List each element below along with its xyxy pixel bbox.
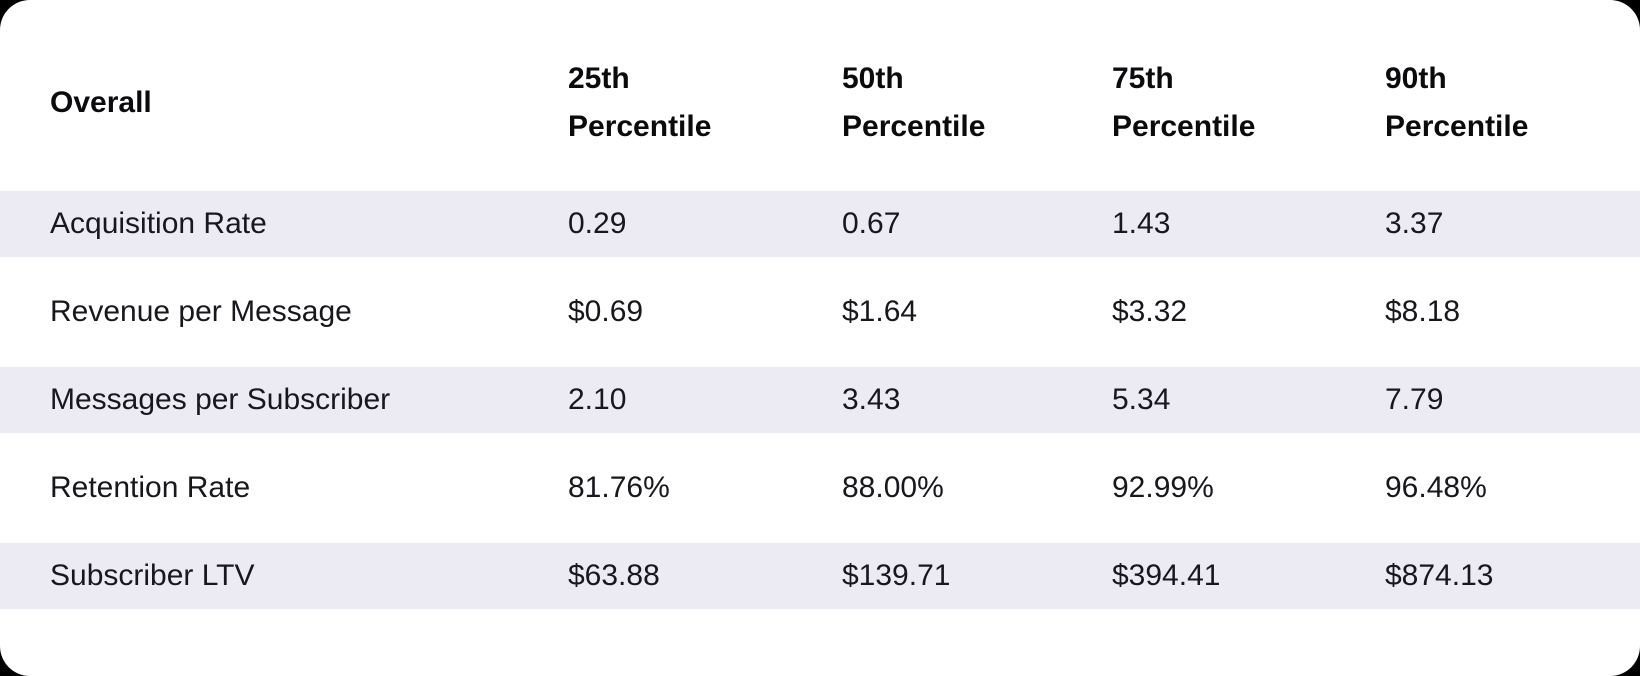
- column-header-1: 25th Percentile: [518, 36, 792, 169]
- metric-name-cell: Revenue per Message: [50, 295, 352, 328]
- table-row: Retention Rate 81.76% 88.00% 92.99% 96.48%: [0, 455, 1640, 521]
- metric-value-cell: 92.99%: [1112, 471, 1214, 504]
- table-row: Acquisition Rate 0.29 0.67 1.43 3.37: [0, 191, 1640, 257]
- column-header-label: 90th Percentile: [1385, 61, 1529, 143]
- metric-value-cell: $394.41: [1062, 543, 1335, 609]
- metric-name-cell: Subscriber LTV: [0, 543, 518, 609]
- metric-value-cell: 3.43: [792, 367, 1062, 433]
- table-corner-header: Overall: [0, 36, 518, 169]
- metric-value-cell: 0.29: [518, 191, 792, 257]
- metric-value-cell: $3.32: [1112, 295, 1188, 328]
- metric-value-cell: $1.64: [842, 295, 918, 328]
- table-corner-header-label: Overall: [50, 85, 152, 119]
- metric-value-cell: $63.88: [518, 543, 792, 609]
- metric-value-cell: $0.69: [568, 295, 644, 328]
- metric-value-cell: $8.18: [1385, 295, 1461, 328]
- table-row: Subscriber LTV $63.88 $139.71 $394.41 $874.1…: [0, 543, 1640, 609]
- percentile-metrics-table: Overall 25th Percentile 50th Percentile 75…: [0, 14, 1640, 631]
- metric-value-cell: 2.10: [518, 367, 792, 433]
- header-row: Overall 25th Percentile 50th Percentile 75…: [0, 36, 1640, 169]
- metric-value-cell: 3.37: [1335, 191, 1640, 257]
- metric-value-cell: 0.67: [792, 191, 1062, 257]
- metric-name-cell: Messages per Subscriber: [0, 367, 518, 433]
- metric-name-cell: Retention Rate: [50, 471, 251, 504]
- column-header-2: 50th Percentile: [792, 36, 1062, 169]
- metric-value-cell: 5.34: [1062, 367, 1335, 433]
- table-row: Messages per Subscriber 2.10 3.43 5.34 7.79: [0, 367, 1640, 433]
- column-header-4: 90th Percentile: [1335, 36, 1640, 169]
- table-body: Acquisition Rate 0.29 0.67 1.43 3.37 Revenue …: [0, 191, 1640, 609]
- metric-value-cell: 81.76%: [568, 471, 670, 504]
- metric-name-cell: Acquisition Rate: [0, 191, 518, 257]
- metric-value-cell: 1.43: [1062, 191, 1335, 257]
- metric-value-cell: $874.13: [1335, 543, 1640, 609]
- metric-value-cell: 7.79: [1335, 367, 1640, 433]
- metric-value-cell: $139.71: [792, 543, 1062, 609]
- column-header-label: 25th Percentile: [568, 61, 712, 143]
- column-header-label: 50th Percentile: [842, 61, 986, 143]
- table-row: Revenue per Message $0.69 $1.64 $3.32 $8.18: [0, 279, 1640, 345]
- column-header-label: 75th Percentile: [1112, 61, 1256, 143]
- column-header-3: 75th Percentile: [1062, 36, 1335, 169]
- metric-value-cell: 88.00%: [842, 471, 944, 504]
- metric-value-cell: 96.48%: [1385, 471, 1487, 504]
